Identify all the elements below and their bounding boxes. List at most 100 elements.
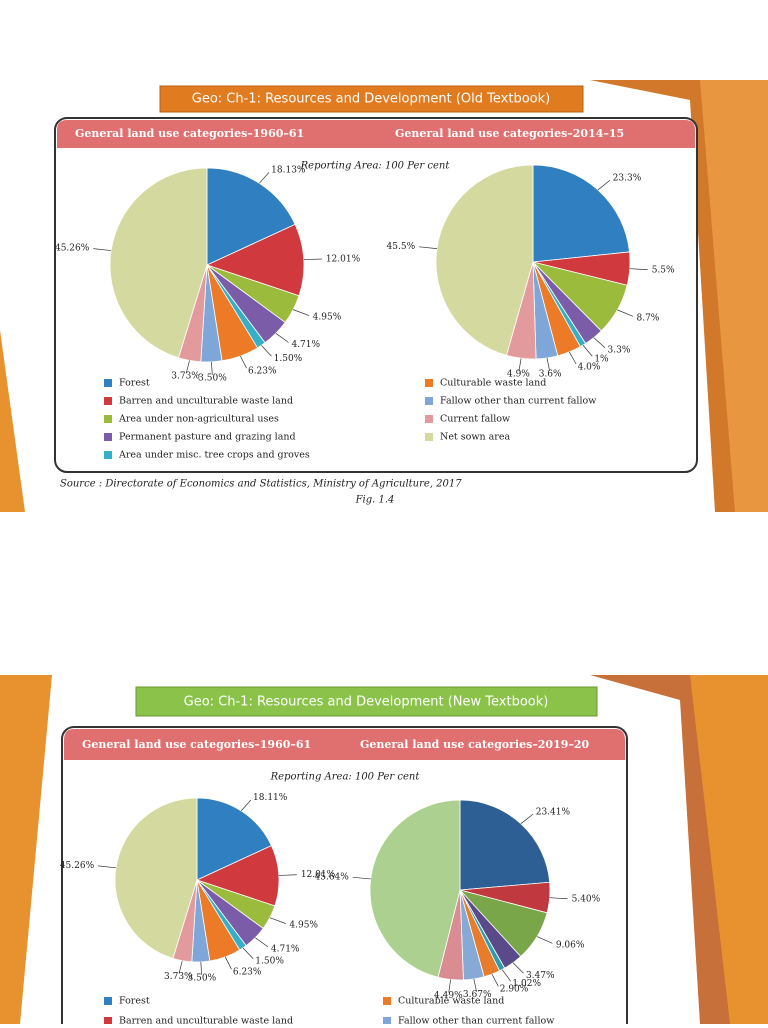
chart-title: General land use categories–2014–15 xyxy=(395,127,624,140)
data-label: 5.5% xyxy=(652,265,675,275)
data-label: 23.3% xyxy=(613,174,642,184)
leader-line xyxy=(512,962,524,974)
leader-line xyxy=(242,947,254,959)
legend-label: Permanent pasture and grazing land xyxy=(119,432,296,443)
data-label: 12.01% xyxy=(301,870,336,880)
leader-line xyxy=(617,309,634,317)
chart-title: General land use categories–2019–20 xyxy=(360,738,590,751)
leader-line xyxy=(178,960,183,974)
leader-line xyxy=(278,874,297,876)
legend-label: Area under misc. tree crops and groves xyxy=(118,450,310,461)
data-label: 4.0% xyxy=(578,362,601,372)
leader-line xyxy=(269,917,286,924)
legend-swatch xyxy=(104,1017,112,1025)
data-label: 4.9% xyxy=(507,370,530,380)
pie-slice xyxy=(369,799,461,978)
leader-line xyxy=(549,897,568,900)
data-label: 3.73% xyxy=(171,372,200,382)
leader-line xyxy=(303,258,322,261)
data-label: 2.90% xyxy=(500,985,529,995)
leader-line xyxy=(255,937,269,948)
leader-line xyxy=(261,345,272,357)
legend-label: Net sown area xyxy=(440,432,510,443)
data-label: 3.3% xyxy=(608,346,631,356)
data-label: 1.02% xyxy=(512,979,541,989)
data-label: 3.50% xyxy=(198,373,227,383)
leader-line xyxy=(536,936,553,944)
legend-swatch xyxy=(104,379,112,387)
pie-slice xyxy=(435,164,534,356)
leader-line xyxy=(597,180,611,191)
legend-label: Forest xyxy=(119,378,150,389)
data-label: 1.50% xyxy=(274,354,303,364)
chart-title: General land use categories–1960–61 xyxy=(75,127,304,140)
leader-line xyxy=(520,813,534,824)
pie-slice xyxy=(195,845,280,907)
data-label: 45.26% xyxy=(60,861,95,871)
legend-label: Forest xyxy=(119,996,150,1007)
legend-swatch xyxy=(425,433,433,441)
leader-line xyxy=(448,979,451,993)
leader-line xyxy=(185,360,190,374)
legend-label: Culturable waste land xyxy=(440,378,546,389)
legend-swatch xyxy=(104,397,112,405)
figure-label: Fig. 1.4 xyxy=(355,495,395,506)
reporting-area: Reporting Area: 100 Per cent xyxy=(300,161,451,172)
leader-line xyxy=(593,337,606,349)
data-label: 3.47% xyxy=(526,971,555,981)
pie-slice xyxy=(206,167,296,266)
leader-line xyxy=(518,358,522,372)
legend-swatch xyxy=(104,451,112,459)
data-label: 4.95% xyxy=(289,921,318,931)
data-label: 3.6% xyxy=(539,369,562,379)
legend-swatch xyxy=(104,997,112,1005)
data-label: 18.11% xyxy=(253,793,288,803)
decoration xyxy=(700,80,768,512)
panel-header xyxy=(57,120,695,148)
data-label: 6.23% xyxy=(233,967,262,977)
data-label: 3.50% xyxy=(188,973,217,983)
leader-line xyxy=(200,961,202,975)
leader-line xyxy=(240,355,247,369)
pie-slice xyxy=(196,797,272,881)
data-label: 4.49% xyxy=(434,991,463,1001)
data-label: 1.50% xyxy=(255,957,284,967)
data-label: 3.73% xyxy=(164,972,193,982)
leader-line xyxy=(419,246,437,249)
reporting-area: Reporting Area: 100 Per cent xyxy=(270,772,421,783)
data-label: 45.64% xyxy=(315,872,350,882)
decoration xyxy=(0,675,52,1024)
legend-swatch xyxy=(383,997,391,1005)
banner-text: Geo: Ch-1: Resources and Development (Ol… xyxy=(192,92,550,107)
panel-header xyxy=(64,729,625,760)
data-label: 5.40% xyxy=(572,895,601,905)
leader-line xyxy=(93,248,112,251)
decoration xyxy=(690,675,768,1024)
pie-slice xyxy=(459,799,551,891)
legend-label: Fallow other than current fallow xyxy=(398,1016,554,1025)
data-label: 18.13% xyxy=(271,165,306,175)
banner xyxy=(135,686,598,717)
data-label: 9.06% xyxy=(556,940,585,950)
data-label: 3.67% xyxy=(463,990,492,1000)
data-label: 12.01% xyxy=(326,254,361,264)
pie-slice xyxy=(114,797,198,959)
banner-text: Geo: Ch-1: Resources and Development (Ne… xyxy=(184,695,549,710)
legend-swatch xyxy=(383,1017,391,1025)
leader-line xyxy=(259,172,270,184)
legend-label: Culturable waste land xyxy=(398,996,504,1007)
data-label: 1% xyxy=(594,354,609,364)
leader-line xyxy=(629,268,648,270)
leader-line xyxy=(293,309,310,316)
leader-line xyxy=(582,344,593,357)
legend-swatch xyxy=(425,415,433,423)
leader-line xyxy=(569,351,577,365)
data-label: 6.23% xyxy=(248,367,277,377)
data-label: 4.71% xyxy=(291,340,320,350)
leader-line xyxy=(546,357,550,371)
source: Source : Directorate of Economics and St… xyxy=(60,479,462,490)
legend-swatch xyxy=(104,433,112,441)
data-label: 8.7% xyxy=(636,313,659,323)
data-label: 4.71% xyxy=(271,944,300,954)
